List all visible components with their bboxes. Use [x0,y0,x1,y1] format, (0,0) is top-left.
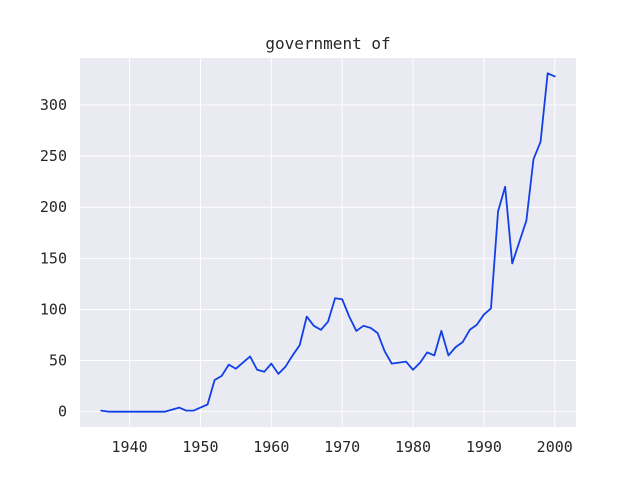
chart-title: government of [265,34,390,53]
y-tick-label: 300 [40,96,67,114]
x-tick-label: 1950 [182,438,218,456]
axis-tick-labels: 1940 1950 1960 1970 1980 1990 2000 0 50 100 150 200… [40,96,573,456]
x-tick-label: 1960 [253,438,289,456]
y-tick-label: 200 [40,198,67,216]
x-tick-label: 1980 [395,438,431,456]
y-tick-label: 50 [49,352,67,370]
x-tick-label: 1990 [466,438,502,456]
y-tick-label: 0 [58,403,67,421]
x-tick-label: 1970 [324,438,360,456]
x-tick-label: 2000 [537,438,573,456]
series-layer [100,72,556,413]
y-tick-label: 150 [40,249,67,267]
grid-lines [80,58,576,427]
y-tick-label: 250 [40,147,67,165]
x-tick-label: 1940 [112,438,148,456]
series-line [100,72,556,413]
y-tick-label: 100 [40,300,67,318]
plot-area [80,58,576,427]
